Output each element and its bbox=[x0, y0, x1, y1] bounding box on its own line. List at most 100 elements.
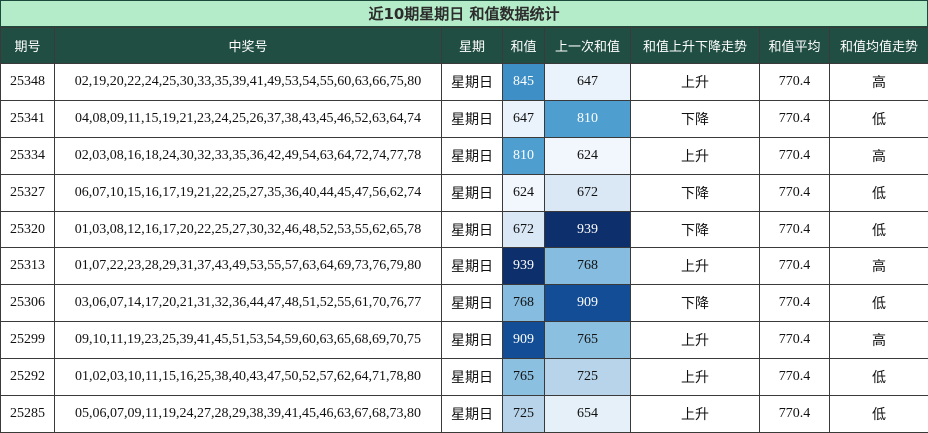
sum-trend-cell: 上升 bbox=[631, 396, 760, 433]
weekday-cell: 星期日 bbox=[442, 211, 503, 248]
issue-cell: 25348 bbox=[1, 64, 55, 101]
prev-sum-cell: 909 bbox=[545, 285, 631, 322]
sum-average-cell: 770.4 bbox=[760, 100, 830, 137]
winning-numbers-cell: 03,06,07,14,17,20,21,31,32,36,44,47,48,5… bbox=[55, 285, 442, 322]
column-header-sum: 和值 bbox=[503, 28, 545, 64]
sum-trend-cell: 上升 bbox=[631, 137, 760, 174]
issue-cell: 25306 bbox=[1, 285, 55, 322]
issue-cell: 25327 bbox=[1, 174, 55, 211]
weekday-cell: 星期日 bbox=[442, 100, 503, 137]
column-header-average-trend: 和值均值走势 bbox=[830, 28, 928, 64]
column-header-sum-trend: 和值上升下降走势 bbox=[631, 28, 760, 64]
sum-cell: 909 bbox=[503, 322, 545, 359]
average-trend-cell: 高 bbox=[830, 248, 928, 285]
average-trend-cell: 高 bbox=[830, 64, 928, 101]
sum-cell: 765 bbox=[503, 359, 545, 396]
average-trend-cell: 高 bbox=[830, 322, 928, 359]
average-trend-cell: 低 bbox=[830, 396, 928, 433]
weekday-cell: 星期日 bbox=[442, 137, 503, 174]
winning-numbers-cell: 05,06,07,09,11,19,24,27,28,29,38,39,41,4… bbox=[55, 396, 442, 433]
page-title: 近10期星期日 和值数据统计 bbox=[0, 0, 928, 27]
sum-cell: 939 bbox=[503, 248, 545, 285]
average-trend-cell: 低 bbox=[830, 174, 928, 211]
winning-numbers-cell: 09,10,11,19,23,25,39,41,45,51,53,54,59,6… bbox=[55, 322, 442, 359]
average-trend-cell: 低 bbox=[830, 285, 928, 322]
winning-numbers-cell: 06,07,10,15,16,17,19,21,22,25,27,35,36,4… bbox=[55, 174, 442, 211]
average-trend-cell: 低 bbox=[830, 211, 928, 248]
winning-numbers-cell: 04,08,09,11,15,19,21,23,24,25,26,37,38,4… bbox=[55, 100, 442, 137]
sum-cell: 725 bbox=[503, 396, 545, 433]
column-header-prev-sum: 上一次和值 bbox=[545, 28, 631, 64]
sum-cell: 647 bbox=[503, 100, 545, 137]
average-trend-cell: 低 bbox=[830, 100, 928, 137]
sum-cell: 810 bbox=[503, 137, 545, 174]
prev-sum-cell: 810 bbox=[545, 100, 631, 137]
issue-cell: 25334 bbox=[1, 137, 55, 174]
sum-cell: 624 bbox=[503, 174, 545, 211]
sum-trend-cell: 上升 bbox=[631, 322, 760, 359]
issue-cell: 25313 bbox=[1, 248, 55, 285]
sum-average-cell: 770.4 bbox=[760, 64, 830, 101]
sum-average-cell: 770.4 bbox=[760, 248, 830, 285]
prev-sum-cell: 765 bbox=[545, 322, 631, 359]
issue-cell: 25292 bbox=[1, 359, 55, 396]
issue-cell: 25285 bbox=[1, 396, 55, 433]
winning-numbers-cell: 01,03,08,12,16,17,20,22,25,27,30,32,46,4… bbox=[55, 211, 442, 248]
prev-sum-cell: 725 bbox=[545, 359, 631, 396]
average-trend-cell: 低 bbox=[830, 359, 928, 396]
sum-trend-cell: 下降 bbox=[631, 174, 760, 211]
issue-cell: 25341 bbox=[1, 100, 55, 137]
sum-trend-cell: 下降 bbox=[631, 211, 760, 248]
weekday-cell: 星期日 bbox=[442, 322, 503, 359]
average-trend-cell: 高 bbox=[830, 137, 928, 174]
issue-cell: 25320 bbox=[1, 211, 55, 248]
column-header-sum-average: 和值平均 bbox=[760, 28, 830, 64]
issue-cell: 25299 bbox=[1, 322, 55, 359]
sum-average-cell: 770.4 bbox=[760, 211, 830, 248]
sum-average-cell: 770.4 bbox=[760, 285, 830, 322]
weekday-cell: 星期日 bbox=[442, 359, 503, 396]
sum-trend-cell: 上升 bbox=[631, 359, 760, 396]
weekday-cell: 星期日 bbox=[442, 285, 503, 322]
prev-sum-cell: 654 bbox=[545, 396, 631, 433]
sum-trend-cell: 上升 bbox=[631, 64, 760, 101]
weekday-cell: 星期日 bbox=[442, 64, 503, 101]
column-header-numbers: 中奖号 bbox=[55, 28, 442, 64]
sum-trend-cell: 下降 bbox=[631, 285, 760, 322]
prev-sum-cell: 768 bbox=[545, 248, 631, 285]
prev-sum-cell: 672 bbox=[545, 174, 631, 211]
column-header-weekday: 星期 bbox=[442, 28, 503, 64]
sum-average-cell: 770.4 bbox=[760, 322, 830, 359]
weekday-cell: 星期日 bbox=[442, 174, 503, 211]
sum-average-cell: 770.4 bbox=[760, 396, 830, 433]
winning-numbers-cell: 01,07,22,23,28,29,31,37,43,49,53,55,57,6… bbox=[55, 248, 442, 285]
sum-average-cell: 770.4 bbox=[760, 174, 830, 211]
column-header-issue: 期号 bbox=[1, 28, 55, 64]
sum-cell: 845 bbox=[503, 64, 545, 101]
weekday-cell: 星期日 bbox=[442, 248, 503, 285]
weekday-cell: 星期日 bbox=[442, 396, 503, 433]
sum-trend-cell: 上升 bbox=[631, 248, 760, 285]
stats-table: 期号 中奖号 星期 和值 上一次和值 和值上升下降走势 和值平均 和值均值走势 … bbox=[0, 27, 928, 433]
winning-numbers-cell: 02,03,08,16,18,24,30,32,33,35,36,42,49,5… bbox=[55, 137, 442, 174]
winning-numbers-cell: 02,19,20,22,24,25,30,33,35,39,41,49,53,5… bbox=[55, 64, 442, 101]
sum-average-cell: 770.4 bbox=[760, 359, 830, 396]
header-row: 期号 中奖号 星期 和值 上一次和值 和值上升下降走势 和值平均 和值均值走势 bbox=[1, 28, 928, 64]
sum-cell: 768 bbox=[503, 285, 545, 322]
sum-average-cell: 770.4 bbox=[760, 137, 830, 174]
sum-cell: 672 bbox=[503, 211, 545, 248]
sum-trend-cell: 下降 bbox=[631, 100, 760, 137]
prev-sum-cell: 647 bbox=[545, 64, 631, 101]
prev-sum-cell: 939 bbox=[545, 211, 631, 248]
